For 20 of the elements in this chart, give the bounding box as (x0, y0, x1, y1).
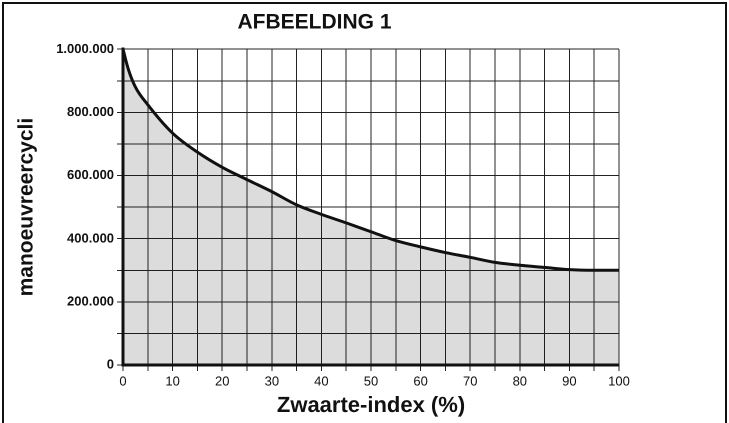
x-tick-label: 60 (413, 373, 428, 388)
x-tick-label: 90 (562, 373, 577, 388)
x-tick-label: 40 (314, 373, 329, 388)
y-tick-label: 0 (106, 356, 114, 372)
y-axis-title: manoeuvreercycli (14, 118, 38, 296)
x-axis-title: Zwaarte-index (%) (276, 392, 466, 417)
x-tick-label: 20 (214, 373, 230, 388)
y-tick-label: 200.000 (67, 293, 114, 308)
x-tick-label: 70 (462, 373, 478, 388)
x-tick-label: 100 (608, 373, 630, 388)
x-tick-label: 10 (165, 373, 180, 388)
x-tick-label: 50 (364, 373, 378, 388)
chart-title: AFBEELDING 1 (237, 10, 392, 34)
y-tick-label: 600.000 (67, 167, 114, 182)
x-tick-label: 0 (119, 373, 127, 388)
y-tick-label: 800.000 (67, 104, 114, 119)
y-tick-label: 1.000.000 (56, 40, 114, 56)
x-tick-label: 30 (264, 373, 280, 388)
y-tick-label: 400.000 (67, 230, 114, 246)
x-tick-label: 80 (512, 373, 528, 388)
